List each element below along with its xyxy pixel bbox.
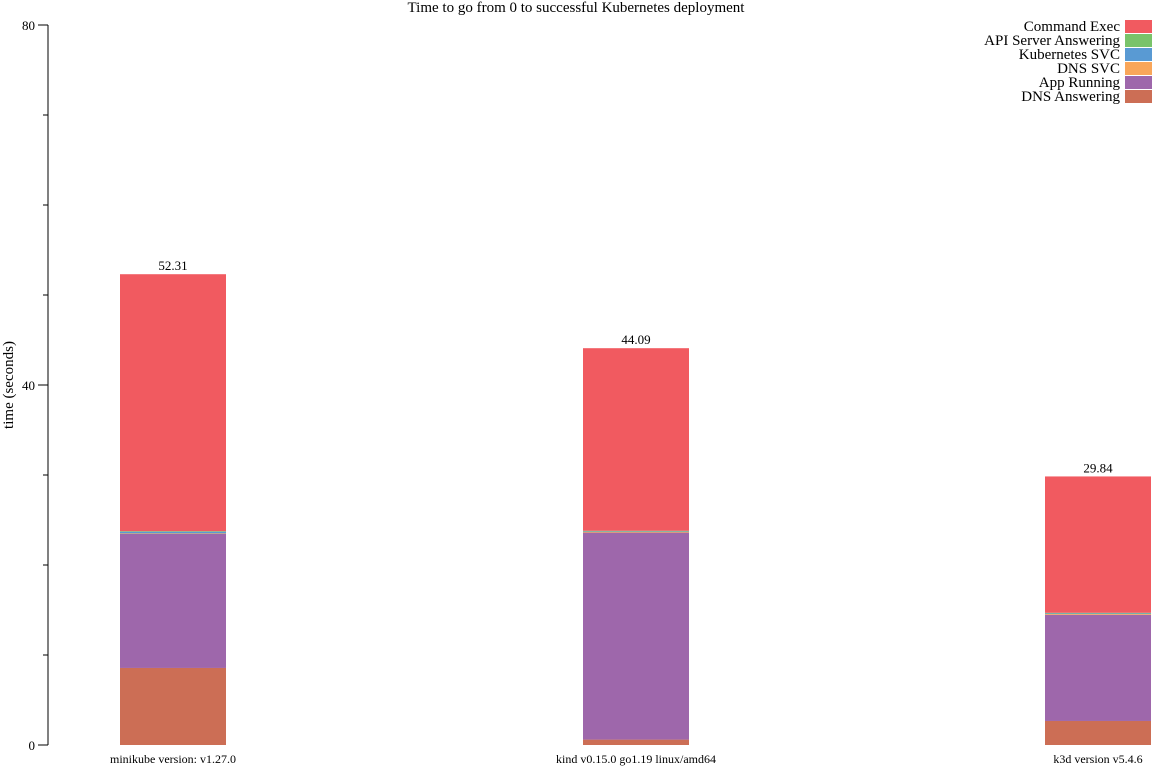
legend-label: DNS SVC: [1057, 61, 1120, 77]
legend-swatch: [1125, 48, 1152, 61]
x-tick-label: k3d version v5.4.6: [1053, 752, 1142, 766]
bar-total-label: 44.09: [621, 332, 650, 347]
bar-total-label: 29.84: [1083, 460, 1113, 475]
bar-segment-dns-svc: [120, 533, 226, 535]
legend-swatch: [1125, 62, 1152, 75]
bar-segment-api-server-answering: [583, 530, 689, 532]
legend-label: App Running: [1039, 75, 1121, 91]
bar-segment-dns-answering: [1045, 720, 1151, 745]
bar-segment-api-server-answering: [1045, 612, 1151, 614]
chart-title: Time to go from 0 to successful Kubernet…: [408, 0, 746, 16]
x-tick-label: minikube version: v1.27.0: [110, 752, 236, 766]
bar-segment-kubernetes-svc: [1045, 613, 1151, 615]
bar-segment-dns-answering: [583, 739, 689, 745]
legend-swatch: [1125, 90, 1152, 103]
bar-segment-app-running: [583, 532, 689, 740]
legend-swatch: [1125, 76, 1152, 89]
legend-swatch: [1125, 20, 1152, 33]
bar-segment-dns-answering: [120, 667, 226, 745]
legend-swatch: [1125, 34, 1152, 47]
bar-total-label: 52.31: [158, 258, 187, 273]
bar-segment-kubernetes-svc: [120, 531, 226, 534]
x-tick-label: kind v0.15.0 go1.19 linux/amd64: [556, 752, 716, 766]
bar-segment-command-exec: [583, 348, 689, 531]
y-tick-label: 0: [29, 738, 36, 753]
bar-segment-kubernetes-svc: [583, 531, 689, 532]
y-tick-label: 40: [22, 378, 35, 393]
bar-segment-command-exec: [120, 274, 226, 532]
y-tick-label: 80: [22, 18, 35, 33]
bar-segment-api-server-answering: [120, 531, 226, 532]
legend-label: DNS Answering: [1021, 89, 1120, 105]
legend-label: Command Exec: [1024, 19, 1121, 35]
bar-segment-app-running: [120, 533, 226, 668]
bar-segment-dns-svc: [583, 531, 689, 533]
legend-label: API Server Answering: [984, 33, 1120, 49]
y-axis-label: time (seconds): [1, 341, 17, 429]
bar-segment-app-running: [1045, 614, 1151, 721]
bar-segment-dns-svc: [1045, 613, 1151, 615]
bar-segment-command-exec: [1045, 476, 1151, 613]
legend-label: Kubernetes SVC: [1019, 47, 1120, 63]
